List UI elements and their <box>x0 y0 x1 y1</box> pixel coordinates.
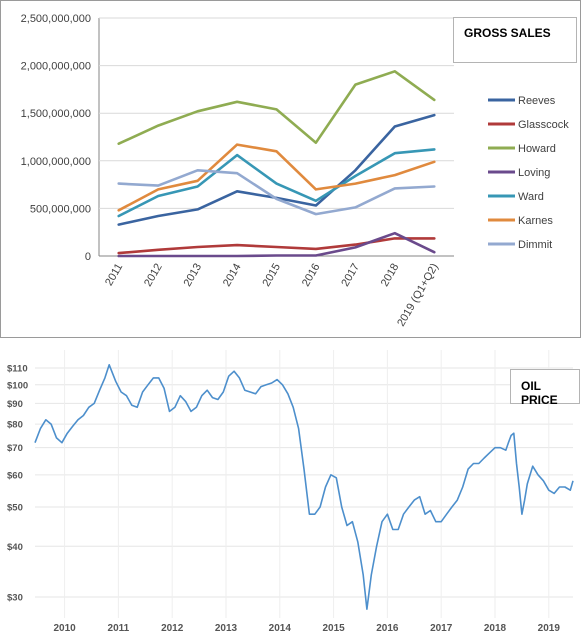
x-tick-label: 2010 <box>53 623 76 634</box>
series-line-loving <box>117 231 436 258</box>
legend-label: Loving <box>518 167 550 179</box>
x-tick-label: 2014 <box>221 262 244 289</box>
x-tick-label: 2019 <box>538 623 561 634</box>
gross-sales-plot: 0 500,000,000 1,000,000,000 1,500,000,000 2,… <box>21 13 570 329</box>
series-line-howard <box>117 70 436 145</box>
x-tick-label: 2015 <box>260 262 283 289</box>
series-line-karnes <box>117 143 436 212</box>
oil-price-title: OIL PRICE <box>510 369 580 407</box>
y-tick-label: 2,000,000,000 <box>21 61 91 73</box>
y-tick-label: $50 <box>7 502 23 513</box>
x-tick-label: 2013 <box>215 623 238 634</box>
y-tick-label: $30 <box>7 593 23 604</box>
legend-label: Karnes <box>518 215 553 227</box>
x-tick-label: 2014 <box>269 623 292 634</box>
x-tick-label: 2017 <box>430 623 453 634</box>
series-line-dimmit <box>117 169 436 216</box>
x-tick-label: 2012 <box>161 623 184 634</box>
gross-sales-title: GROSS SALES <box>453 17 577 63</box>
y-tick-label: $100 <box>7 380 28 391</box>
y-tick-label: $40 <box>7 542 23 553</box>
y-tick-label: $110 <box>7 364 28 375</box>
y-tick-label: 0 <box>85 251 91 263</box>
legend-label: Glasscock <box>518 119 569 131</box>
x-tick-label: 2016 <box>300 262 323 289</box>
x-tick-label: 2013 <box>182 262 205 289</box>
x-tick-label: 2018 <box>484 623 507 634</box>
x-tick-label: 2018 <box>379 262 402 289</box>
y-tick-label: $80 <box>7 420 23 431</box>
legend-label: Howard <box>518 143 556 155</box>
x-tick-label: 2011 <box>103 262 125 288</box>
oil-price-line <box>34 363 574 611</box>
x-tick-label: 2012 <box>142 262 165 289</box>
y-tick-label: 1,000,000,000 <box>21 156 91 168</box>
series-line-ward <box>117 148 436 218</box>
series-line-glasscock <box>117 237 436 255</box>
legend-label: Ward <box>518 191 544 203</box>
x-tick-label: 2016 <box>376 623 399 634</box>
y-tick-label: $60 <box>7 470 23 481</box>
x-tick-label: 2017 <box>339 262 362 289</box>
legend-label: Reeves <box>518 95 556 107</box>
y-tick-label: $90 <box>7 399 23 410</box>
x-tick-label: 2011 <box>108 623 130 634</box>
oil-price-chart: $110 $100 $90 $80 $70 $60 $50 $40 $30 2010 2011 20… <box>0 340 581 638</box>
oil-price-plot: $110 $100 $90 $80 $70 $60 $50 $40 $30 2010 2011 20… <box>7 350 574 634</box>
y-tick-label: $70 <box>7 443 23 454</box>
x-tick-label: 2019 (Q1+Q2) <box>395 262 441 329</box>
y-tick-label: 1,500,000,000 <box>21 108 91 120</box>
legend-label: Dimmit <box>518 239 552 251</box>
y-tick-label: 500,000,000 <box>30 203 91 215</box>
x-tick-label: 2015 <box>322 623 345 634</box>
y-tick-label: 2,500,000,000 <box>21 13 91 25</box>
